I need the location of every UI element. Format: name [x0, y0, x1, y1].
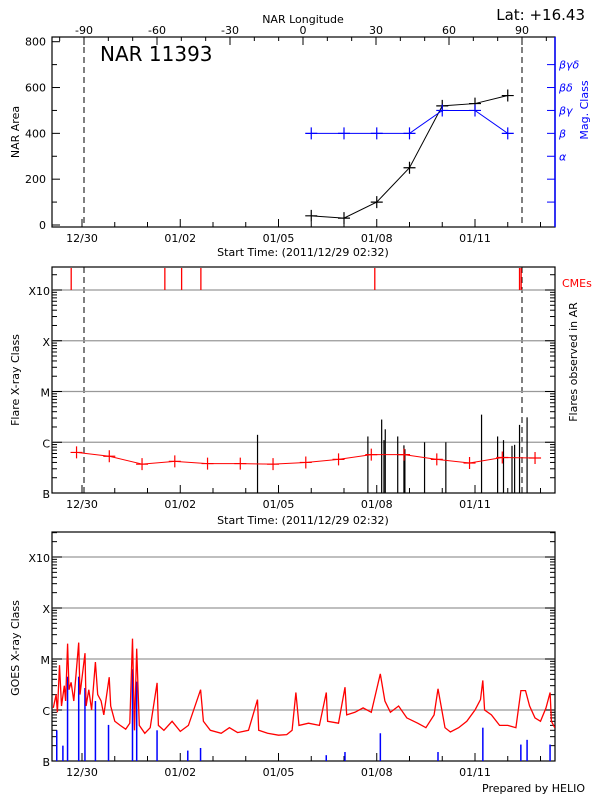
date-tick-label: 12/30	[66, 498, 98, 511]
mag-class-tick-label: βγ	[558, 104, 573, 117]
flare-daily-level-point	[299, 456, 312, 469]
date-tick-label: 01/11	[459, 232, 491, 245]
area-point	[403, 161, 416, 174]
mag-class-tick-label: β	[558, 127, 566, 140]
flare-daily-level-point	[332, 453, 345, 466]
date-tick-label: 01/02	[164, 766, 196, 779]
longitude-tick-label: -90	[75, 24, 93, 37]
area-tick-label: 200	[25, 173, 46, 186]
date-tick-label: 01/05	[263, 232, 295, 245]
date-tick-label: 01/11	[459, 766, 491, 779]
flare-daily-level-point	[529, 451, 542, 464]
panel-frame-3	[51, 531, 556, 762]
flare-class-tick-label: X	[42, 336, 50, 349]
mag-class-tick-label: βγδ	[558, 59, 580, 72]
flare-x-axis-title: Start Time: (2011/12/29 02:32)	[217, 514, 389, 527]
flare-daily-level-point	[234, 457, 247, 470]
mag-class-point	[305, 127, 318, 140]
goes-y-axis-title: GOES X-ray Class	[9, 600, 22, 696]
mag-class-axis-title: Mag. Class	[578, 80, 591, 139]
longitude-tick-label: 60	[442, 24, 456, 37]
date-tick-label: 01/02	[164, 498, 196, 511]
goes-class-tick-label: X	[42, 603, 50, 616]
date-tick-label: 12/30	[66, 232, 98, 245]
flare-daily-level-point	[168, 455, 181, 468]
mag-class-point	[338, 127, 350, 140]
area-tick-label: 800	[25, 36, 46, 49]
goes-class-tick-label: X10	[28, 552, 50, 565]
date-tick-label: 01/08	[361, 498, 393, 511]
longitude-tick-label: 90	[515, 24, 529, 37]
flare-daily-level-point	[463, 457, 476, 470]
flare-daily-level-point	[201, 457, 214, 470]
mag-class-tick-label: βδ	[558, 82, 573, 95]
goes-class-tick-label: M	[41, 654, 51, 667]
credit-label: Prepared by HELIO	[482, 782, 585, 795]
area-point	[501, 89, 514, 102]
area-point	[338, 212, 350, 225]
flare-daily-level-point	[267, 458, 280, 471]
longitude-tick-label: 0	[300, 24, 307, 37]
flare-daily-level-point	[496, 451, 509, 464]
goes-long-channel-line	[52, 638, 555, 736]
cme-label: CMEs	[562, 277, 592, 290]
area-x-axis-title: Start Time: (2011/12/29 02:32)	[217, 246, 389, 259]
panel-frame-2	[51, 266, 556, 494]
longitude-tick-label: -30	[221, 24, 239, 37]
date-tick-label: 01/11	[459, 498, 491, 511]
mag-class-tick-label: α	[559, 150, 567, 163]
mag-class-point	[370, 127, 383, 140]
date-tick-label: 01/08	[361, 232, 393, 245]
area-line	[311, 95, 508, 219]
flare-daily-level-point	[70, 446, 83, 459]
area-tick-label: 600	[25, 82, 46, 95]
flare-daily-level-point	[365, 448, 378, 461]
region-label: NAR 11393	[100, 42, 213, 66]
flare-class-tick-label: X10	[28, 285, 50, 298]
area-y-axis-title: NAR Area	[9, 106, 22, 158]
flare-y-axis-title: Flare X-ray Class	[9, 334, 22, 426]
mag-class-point	[436, 104, 449, 117]
area-tick-label: 0	[39, 219, 46, 232]
flare-daily-level-point	[430, 453, 443, 466]
date-tick-label: 01/05	[263, 498, 295, 511]
latitude-label: Lat: +16.43	[496, 6, 585, 24]
goes-class-tick-label: B	[42, 756, 50, 769]
flare-class-tick-label: M	[41, 387, 51, 400]
longitude-tick-label: 30	[369, 24, 383, 37]
date-tick-label: 01/02	[164, 232, 196, 245]
longitude-tick-label: -60	[148, 24, 166, 37]
date-tick-label: 12/30	[66, 766, 98, 779]
goes-plot-area	[52, 638, 555, 761]
flare-class-tick-label: B	[42, 488, 50, 501]
flares-observed-axis-title: Flares observed in AR	[567, 302, 580, 422]
flare-daily-level-point	[136, 458, 149, 471]
mag-class-point	[501, 127, 514, 140]
area-point	[370, 196, 383, 209]
goes-class-tick-label: C	[42, 705, 50, 718]
flare-class-tick-label: C	[42, 437, 50, 450]
date-tick-label: 01/08	[361, 766, 393, 779]
longitude-axis-title: NAR Longitude	[262, 13, 344, 26]
area-point	[305, 209, 318, 222]
mag-class-point	[469, 104, 481, 117]
date-tick-label: 01/05	[263, 766, 295, 779]
flare-daily-level-point	[103, 450, 116, 463]
mag-class-point	[403, 127, 416, 140]
flare-daily-level-point	[398, 448, 411, 461]
area-tick-label: 400	[25, 127, 46, 140]
